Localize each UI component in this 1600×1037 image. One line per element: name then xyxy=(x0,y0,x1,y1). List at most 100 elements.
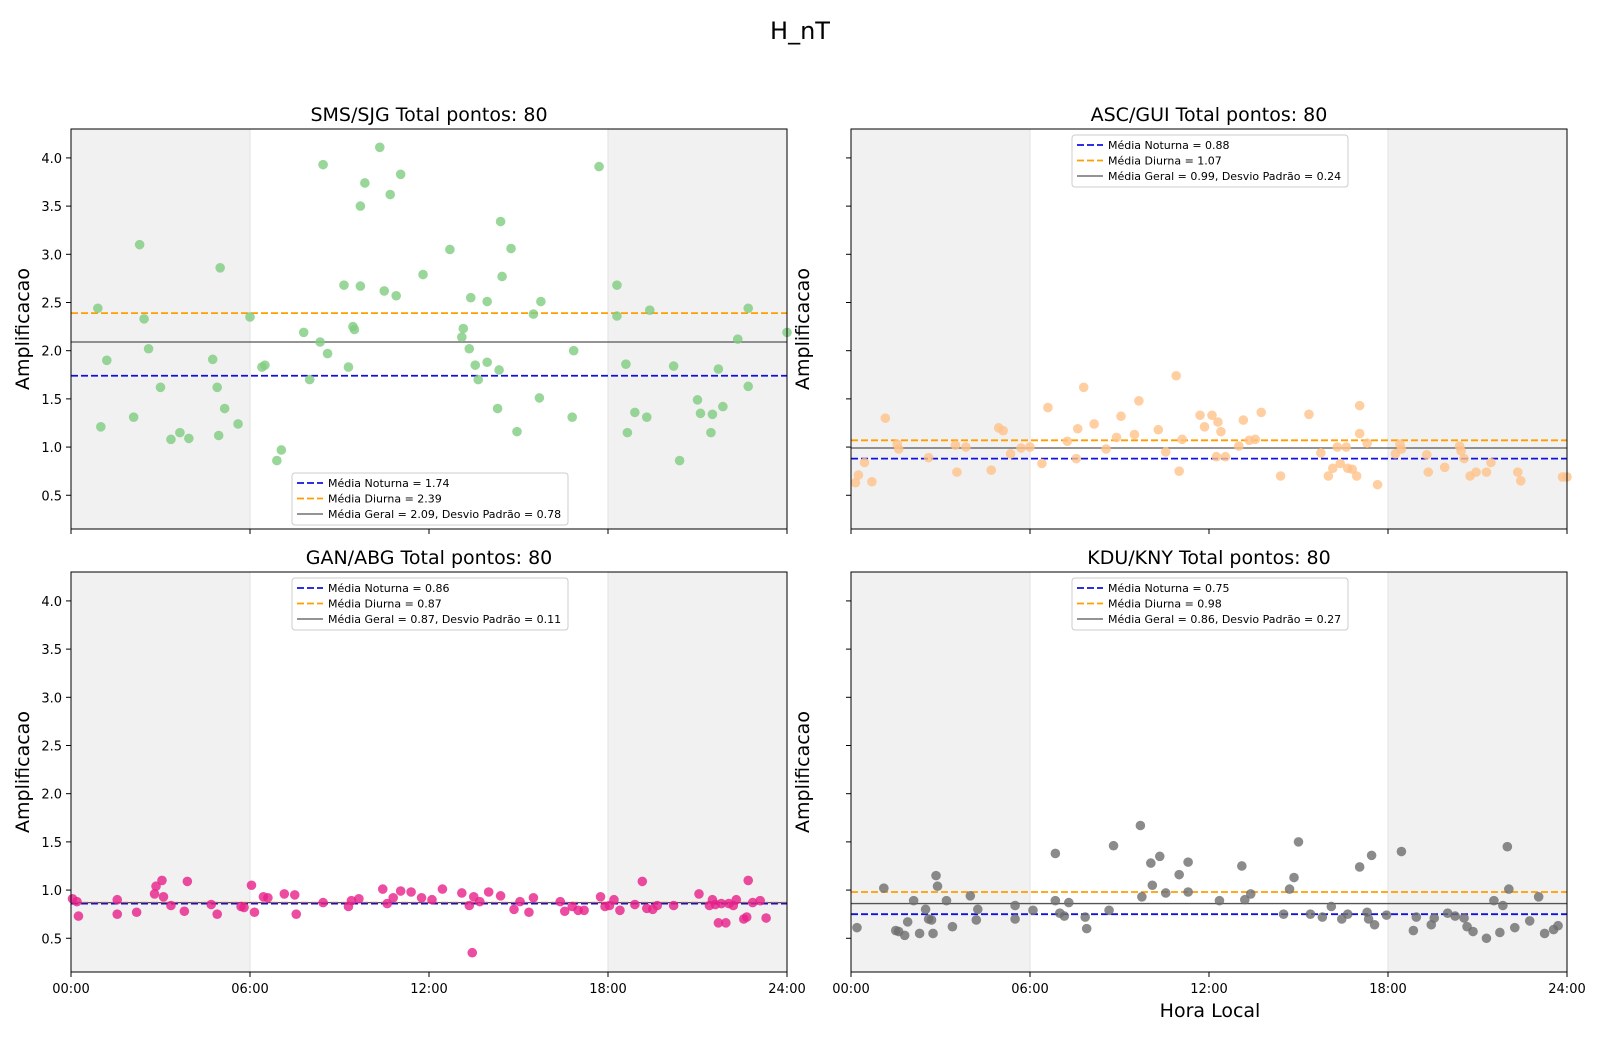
data-point xyxy=(850,477,861,488)
data-point xyxy=(395,886,406,896)
data-point xyxy=(93,303,103,314)
data-point xyxy=(880,413,891,423)
data-point xyxy=(515,896,525,907)
data-point xyxy=(131,907,142,918)
data-point xyxy=(1183,857,1193,867)
data-point xyxy=(1362,438,1372,449)
data-point xyxy=(1293,837,1304,847)
data-point xyxy=(1072,423,1083,434)
data-point xyxy=(495,891,506,901)
data-point xyxy=(612,311,622,321)
legend-label: Média Diurna = 2.39 xyxy=(328,493,442,506)
data-point xyxy=(947,921,958,932)
y-tick-label: 1.5 xyxy=(41,393,62,408)
data-point xyxy=(360,178,370,188)
y-axis-label: Amplificacao xyxy=(12,711,34,833)
data-point xyxy=(594,161,604,172)
data-point xyxy=(668,361,679,371)
data-point xyxy=(1486,457,1496,468)
data-point xyxy=(457,888,467,898)
data-point xyxy=(206,899,217,910)
data-point xyxy=(1134,396,1144,406)
data-point xyxy=(1220,451,1231,462)
legend-box xyxy=(291,577,569,631)
data-point xyxy=(536,296,546,307)
x-tick-label: 06:00 xyxy=(1011,982,1048,997)
data-point xyxy=(1354,400,1365,411)
data-point xyxy=(506,243,516,254)
data-point xyxy=(920,904,931,915)
legend-label: Média Geral = 0.86, Desvio Padrão = 0.27 xyxy=(1108,613,1341,626)
data-point xyxy=(509,904,519,915)
data-point xyxy=(668,900,679,911)
data-point xyxy=(1237,861,1247,871)
data-point xyxy=(1240,894,1250,905)
data-point xyxy=(212,382,222,393)
legend-label: Média Geral = 0.99, Desvio Padrão = 0.24 xyxy=(1108,170,1341,183)
night-shade xyxy=(71,572,250,972)
data-point xyxy=(395,169,406,180)
data-point xyxy=(612,280,622,290)
data-point xyxy=(155,382,166,393)
legend-label: Média Geral = 2.09, Desvio Padrão = 0.78 xyxy=(328,508,561,521)
y-tick-label: 3.5 xyxy=(41,643,62,658)
data-point xyxy=(859,457,870,468)
data-point xyxy=(528,309,539,319)
data-point xyxy=(1089,419,1099,429)
data-point xyxy=(1207,410,1217,421)
data-point xyxy=(374,142,385,153)
subplot: 00:00 06:00 12:00 18:00 24:00 KDU/KNY Total p… xyxy=(792,547,1586,997)
data-point xyxy=(298,327,309,338)
x-tick-label: 12:00 xyxy=(1190,982,1227,997)
legend: Média Noturna = 0.75 Média Diurna = 0.98 M… xyxy=(1071,577,1349,631)
data-point xyxy=(355,281,366,291)
data-point xyxy=(1284,884,1295,894)
data-point xyxy=(355,201,366,211)
data-point xyxy=(272,455,282,466)
data-point xyxy=(621,359,631,369)
data-point xyxy=(972,904,983,915)
data-point xyxy=(971,915,982,925)
night-shade xyxy=(1388,572,1567,972)
legend-box xyxy=(1071,577,1349,631)
data-point xyxy=(207,354,218,365)
data-point xyxy=(339,280,349,290)
y-tick-label: 0.5 xyxy=(41,489,62,504)
data-point xyxy=(1316,448,1326,458)
data-point xyxy=(1063,897,1074,908)
data-point xyxy=(555,896,566,907)
data-point xyxy=(467,947,478,958)
y-tick-label: 2.5 xyxy=(41,739,62,754)
data-point xyxy=(212,909,222,919)
data-point xyxy=(465,292,476,303)
data-point xyxy=(1468,926,1478,937)
data-point xyxy=(524,907,534,918)
data-point xyxy=(852,922,862,933)
data-point xyxy=(1498,900,1508,911)
data-point xyxy=(579,905,589,916)
data-point xyxy=(1050,848,1061,859)
data-point xyxy=(1366,850,1377,861)
data-point xyxy=(1372,479,1383,490)
data-point xyxy=(445,244,455,255)
data-point xyxy=(1459,913,1469,923)
data-point xyxy=(166,434,176,445)
data-point xyxy=(1323,471,1334,481)
legend-label: Média Diurna = 1.07 xyxy=(1108,155,1222,168)
data-point xyxy=(1160,888,1171,898)
data-point xyxy=(706,427,716,438)
data-point xyxy=(1111,432,1122,443)
data-point xyxy=(179,906,190,917)
subplot: ASC/GUI Total pontos: 80 Amplificacao Médi… xyxy=(792,104,1572,534)
data-point xyxy=(1450,911,1460,921)
x-tick-label: 24:00 xyxy=(768,982,805,997)
data-point xyxy=(641,412,652,422)
data-point xyxy=(622,427,633,438)
data-point xyxy=(1010,900,1020,911)
data-point xyxy=(674,455,685,466)
data-point xyxy=(151,881,161,892)
data-point xyxy=(1363,914,1374,924)
subplot: 0.5 1.0 1.5 2.0 2.5 3.0 3.5 4.0 SMS/SJG Total po… xyxy=(12,104,792,534)
x-tick-label: 18:00 xyxy=(1369,982,1406,997)
data-point xyxy=(349,324,360,335)
